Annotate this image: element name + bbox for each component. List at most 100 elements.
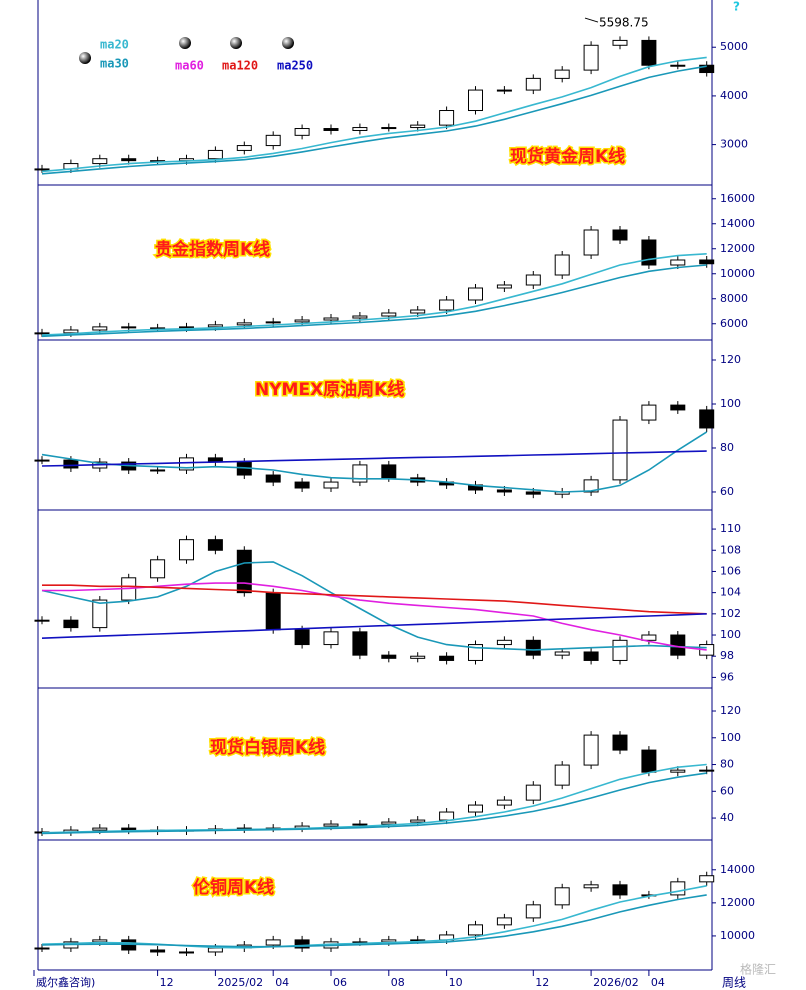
panel-title: 伦铜周K线 [193,877,274,898]
ma-line [41,613,707,639]
ma-line [41,65,707,175]
candle [641,39,657,66]
y-tick-label: 108 [720,543,741,556]
panel-title: 现货黄金周K线 [510,146,625,167]
y-tick-label: 104 [720,586,741,599]
candle [612,884,628,896]
ma-line [41,561,707,651]
candle [699,769,715,772]
x-tick-label: 04 [651,976,665,989]
panel-title: 贵金指数周K线 [155,239,270,260]
candle [583,479,599,493]
legend-label: ma120 [222,59,258,73]
candle [236,322,252,326]
candle [496,639,512,646]
candle [670,259,686,266]
candle [583,44,599,71]
candle [92,158,108,165]
candle [525,904,541,919]
candle [265,321,281,324]
y-tick-label: 100 [720,397,741,410]
y-tick-label: 6000 [720,317,748,330]
candle [525,784,541,801]
candle [381,464,397,479]
candle [294,939,310,949]
candle [207,149,223,160]
candle [150,469,166,472]
candle [63,329,79,334]
candle [34,332,50,335]
candle [612,419,628,481]
candle [323,317,339,321]
y-tick-label: 12000 [720,242,755,255]
candle [381,654,397,659]
ma-line [41,894,707,948]
candle [381,127,397,130]
candle [34,619,50,622]
candle [381,312,397,317]
candle [207,324,223,328]
x-tick-label: 12 [160,976,174,989]
candle [525,491,541,495]
candle [583,734,599,766]
candle [352,464,368,483]
ma-line [42,584,707,615]
y-tick-label: 120 [720,704,741,717]
candle [236,145,252,151]
candle [439,299,455,311]
candle [496,89,512,92]
legend-label: ma250 [277,59,313,73]
legend-marker [179,37,191,49]
y-tick-label: 102 [720,607,741,620]
y-tick-label: 4000 [720,89,748,102]
candle [236,549,252,594]
y-tick-label: 106 [720,564,741,577]
candle [381,821,397,825]
y-tick-label: 100 [720,731,741,744]
candle [496,489,512,493]
candle [641,749,657,773]
candle [670,769,686,773]
candle [612,639,628,661]
candle [496,799,512,806]
candle [179,951,194,954]
candle [410,124,426,129]
candle [179,539,194,561]
candle [352,631,368,656]
y-tick-label: 60 [720,784,734,797]
candle [641,239,657,266]
y-tick-label: 12000 [720,896,755,909]
candle [294,629,310,646]
high-marker [584,17,599,23]
x-tick-label: 08 [391,976,405,989]
help-icon[interactable]: ? [733,0,740,14]
x-tick-label: 2026/02 [593,976,639,989]
candle [525,639,541,656]
candle [179,326,194,329]
candle [207,947,223,953]
y-tick-label: 96 [720,670,734,683]
candle [410,655,426,659]
ma-line [41,56,707,173]
candle [92,827,108,831]
candle [352,127,368,131]
x-tick-label: 2025/02 [217,976,263,989]
candle [34,168,50,171]
legend-marker [230,37,242,49]
candle [294,128,310,136]
candle [468,804,483,813]
candle [583,229,599,256]
candle [121,827,137,831]
candle [468,287,483,301]
candle [265,474,281,483]
candle [439,655,455,661]
candle [410,819,426,823]
ma-line [41,253,707,336]
candle [641,404,657,421]
candle [525,77,541,91]
candle [554,651,570,656]
candle [150,949,166,953]
y-tick-label: 40 [720,811,734,824]
